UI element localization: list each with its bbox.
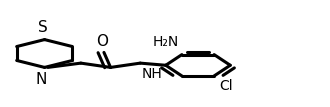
Text: Cl: Cl xyxy=(219,79,233,93)
Text: N: N xyxy=(36,72,47,87)
Text: S: S xyxy=(38,20,48,35)
Text: NH: NH xyxy=(142,67,163,81)
Text: H₂N: H₂N xyxy=(152,35,179,49)
Text: O: O xyxy=(96,34,108,49)
